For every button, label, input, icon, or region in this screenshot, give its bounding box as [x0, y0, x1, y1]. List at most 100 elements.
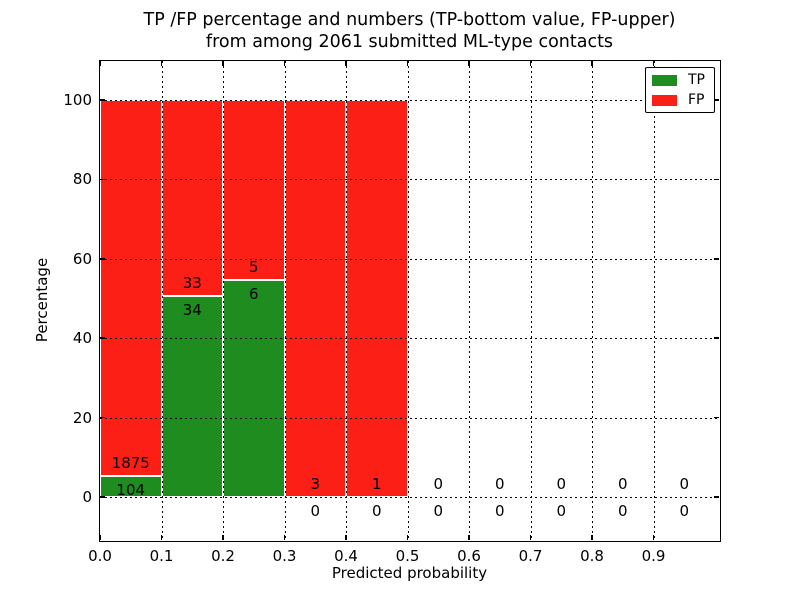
x-tick-top: [529, 61, 532, 66]
fp-count-label: 3: [310, 475, 321, 493]
y-tick-right: [714, 99, 719, 101]
legend-swatch-tp-icon: [652, 74, 677, 86]
gridline-v: [530, 61, 532, 540]
x-axis-label: Predicted probability: [331, 564, 488, 582]
x-tick-label: 0.6: [457, 547, 481, 565]
y-tick-label: 20: [72, 408, 92, 427]
bar-tp-segment: [100, 476, 162, 497]
y-tick-left: [100, 496, 105, 498]
x-tick-top: [652, 61, 655, 66]
x-tick-top: [283, 61, 286, 66]
legend-entry-fp: FP: [652, 92, 708, 108]
y-tick-label: 0: [82, 488, 92, 506]
legend-entry-tp: TP: [652, 72, 708, 88]
y-tick-left: [100, 178, 105, 181]
x-tick-label: 0.0: [88, 547, 112, 565]
y-tick-label: 100: [63, 91, 92, 109]
fp-count-label: 1875: [111, 454, 150, 473]
x-tick-bottom: [345, 535, 347, 540]
x-tick-bottom: [468, 535, 470, 540]
gridline-v: [284, 61, 286, 540]
y-tick-right: [714, 416, 719, 419]
x-tick-label: 0.2: [211, 547, 235, 565]
bar-tp-segment: [223, 280, 285, 497]
gridline-h: [100, 497, 719, 498]
x-tick-top: [591, 61, 593, 66]
x-tick-label: 0.1: [149, 547, 174, 565]
x-tick-bottom: [652, 535, 655, 540]
x-tick-bottom: [160, 535, 163, 540]
y-tick-right: [714, 258, 719, 260]
y-tick-right: [714, 178, 719, 181]
y-tick-label: 60: [72, 249, 92, 268]
gridline-v: [469, 61, 470, 540]
y-tick-right: [714, 496, 719, 498]
tp-count-label: 0: [679, 502, 690, 520]
y-tick-left: [100, 416, 105, 419]
fp-count-label: 0: [556, 475, 567, 493]
y-tick-label: 80: [72, 170, 92, 189]
x-tick-label: 0.4: [334, 547, 358, 565]
fp-count-label: 5: [248, 258, 259, 277]
fp-count-label: 1: [371, 475, 382, 493]
x-tick-top: [468, 61, 470, 66]
x-tick-label: 0.8: [580, 547, 604, 565]
gridline-h: [100, 258, 719, 260]
bar-fp-segment: [346, 100, 408, 497]
tp-count-label: 0: [617, 502, 628, 520]
x-tick-bottom: [99, 535, 101, 540]
tp-count-label: 104: [116, 481, 146, 500]
bar-tp-segment: [161, 295, 223, 497]
x-tick-top: [160, 61, 163, 66]
x-tick-bottom: [406, 535, 409, 540]
legend: TP FP: [645, 67, 715, 113]
fp-count-label: 0: [679, 475, 690, 493]
legend-label-fp: FP: [688, 92, 705, 108]
legend-swatch-fp-icon: [652, 94, 677, 106]
x-tick-label: 0.7: [518, 547, 543, 565]
gridline-v: [161, 61, 163, 540]
x-tick-top: [99, 61, 101, 66]
y-tick-left: [100, 337, 105, 339]
tp-count-label: 0: [494, 502, 505, 520]
gridline-v: [592, 61, 593, 540]
x-tick-top: [345, 61, 347, 66]
fp-count-label: 33: [182, 273, 202, 292]
bar-fp-segment: [161, 100, 223, 296]
x-tick-label: 0.5: [395, 547, 420, 565]
gridline-h: [100, 417, 719, 419]
chart-title-line1: TP /FP percentage and numbers (TP-bottom…: [143, 10, 676, 30]
gridline-v: [653, 61, 655, 540]
bar-fp-segment: [223, 100, 285, 281]
x-tick-label: 0.3: [272, 547, 297, 565]
gridline-h: [100, 338, 719, 340]
fp-count-label: 0: [494, 475, 505, 493]
x-tick-label: 0.9: [641, 547, 666, 565]
gridline-v: [407, 61, 409, 540]
y-tick-label: 40: [72, 329, 92, 348]
legend-label-tp: TP: [688, 72, 705, 88]
gridline-h: [100, 179, 719, 181]
x-tick-top: [406, 61, 409, 66]
fp-count-label: 0: [617, 475, 628, 493]
y-tick-right: [714, 337, 719, 339]
x-tick-bottom: [591, 535, 593, 540]
x-tick-top: [222, 61, 224, 66]
gridline-v: [346, 61, 347, 540]
y-tick-left: [100, 258, 105, 260]
bar-fp-segment: [284, 100, 346, 497]
tp-count-label: 0: [556, 502, 567, 520]
gridline-v: [223, 61, 224, 540]
y-tick-left: [100, 99, 105, 101]
bar-fp-segment: [100, 100, 162, 477]
tp-count-label: 0: [433, 502, 444, 520]
x-tick-bottom: [222, 535, 224, 540]
x-tick-bottom: [529, 535, 532, 540]
tp-count-label: 34: [182, 300, 202, 319]
x-tick-bottom: [283, 535, 286, 540]
gridline-h: [100, 100, 719, 101]
chart-title-line2: from among 2061 submitted ML-type contac…: [205, 32, 614, 52]
fp-count-label: 0: [433, 475, 444, 493]
chart-title: TP /FP percentage and numbers (TP-bottom…: [100, 9, 719, 53]
